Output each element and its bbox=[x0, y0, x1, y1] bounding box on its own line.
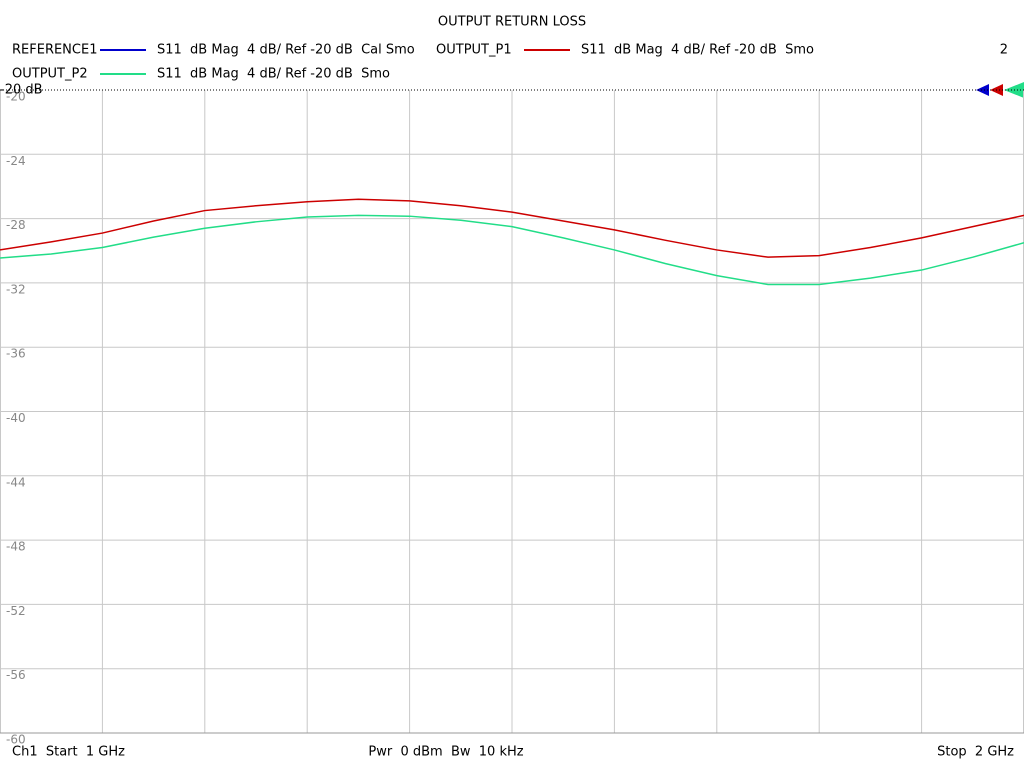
footer-stop: Stop 2 GHz bbox=[937, 745, 1014, 760]
legend-description: S11 dB Mag 4 dB/ Ref -20 dB Smo bbox=[157, 67, 390, 82]
y-tick-label: -48 bbox=[6, 540, 26, 554]
y-tick-label: -28 bbox=[6, 218, 26, 232]
y-tick-label: -32 bbox=[6, 282, 26, 296]
y-tick-label: -24 bbox=[6, 154, 26, 168]
y-tick-label: -60 bbox=[6, 733, 26, 747]
footer-center: Pwr 0 dBm Bw 10 kHz bbox=[368, 745, 523, 760]
channel-count: 2 bbox=[1000, 43, 1008, 58]
y-tick-label: -40 bbox=[6, 411, 26, 425]
y-tick-label: -20 bbox=[6, 90, 26, 104]
series-line bbox=[0, 198, 1024, 258]
legend-description: S11 dB Mag 4 dB/ Ref -20 dB Smo bbox=[581, 43, 814, 58]
reference-label: -20 dB bbox=[0, 83, 43, 98]
legend-description: S11 dB Mag 4 dB/ Ref -20 dB Cal Smo bbox=[157, 43, 415, 58]
y-tick-label: -52 bbox=[6, 604, 26, 618]
y-tick-label: -56 bbox=[6, 668, 26, 682]
chart-title: OUTPUT RETURN LOSS bbox=[438, 15, 586, 30]
y-tick-label: -44 bbox=[6, 475, 26, 489]
legend-label: OUTPUT_P2 bbox=[12, 67, 88, 82]
legend-label: REFERENCE1 bbox=[12, 43, 97, 58]
ref-marker bbox=[976, 84, 989, 96]
series-line bbox=[0, 214, 1024, 286]
legend-label: OUTPUT_P1 bbox=[436, 43, 512, 58]
y-tick-label: -36 bbox=[6, 347, 26, 361]
footer-start: Ch1 Start 1 GHz bbox=[12, 745, 125, 760]
